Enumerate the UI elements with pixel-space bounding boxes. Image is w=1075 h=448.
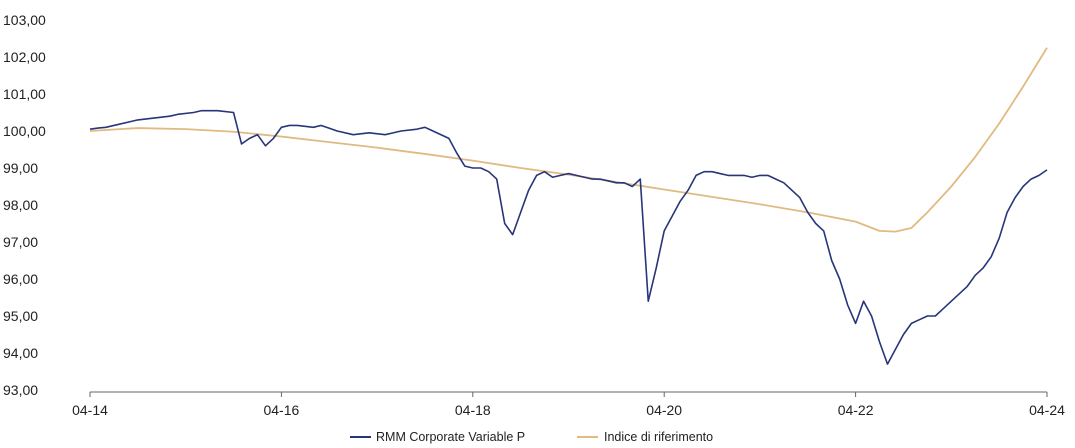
y-tick-label: 97,00: [3, 234, 38, 250]
series-line-fund: [89, 109, 1048, 365]
y-axis: 93,00 94,00 95,00 96,00 97,00 98,00 99,00 100,0…: [3, 12, 46, 398]
y-tick-label: 103,00: [3, 12, 46, 28]
x-tick-label: 04-22: [838, 402, 874, 418]
x-tick-label: 04-24: [1029, 402, 1065, 418]
series-layer: [89, 47, 1048, 365]
y-tick-label: 93,00: [3, 382, 38, 398]
legend: RMM Corporate Variable P Indice di rifer…: [350, 430, 713, 444]
legend-label-series-2: Indice di riferimento: [604, 430, 713, 444]
y-tick-label: 98,00: [3, 197, 38, 213]
x-tick-label: 04-16: [263, 402, 299, 418]
y-tick-label: 94,00: [3, 345, 38, 361]
y-tick-label: 99,00: [3, 160, 38, 176]
y-tick-label: 95,00: [3, 308, 38, 324]
y-tick-label: 101,00: [3, 86, 46, 102]
x-axis: 04-14 04-16 04-18 04-20 04-22 04-24: [72, 391, 1065, 418]
y-tick-label: 102,00: [3, 49, 46, 65]
x-tick-label: 04-18: [455, 402, 491, 418]
x-tick-label: 04-14: [72, 402, 108, 418]
y-tick-label: 100,00: [3, 123, 46, 139]
x-tick-label: 04-20: [646, 402, 682, 418]
legend-label-series-1: RMM Corporate Variable P: [376, 430, 525, 444]
series-line-benchmark: [89, 47, 1048, 233]
y-tick-label: 96,00: [3, 271, 38, 287]
